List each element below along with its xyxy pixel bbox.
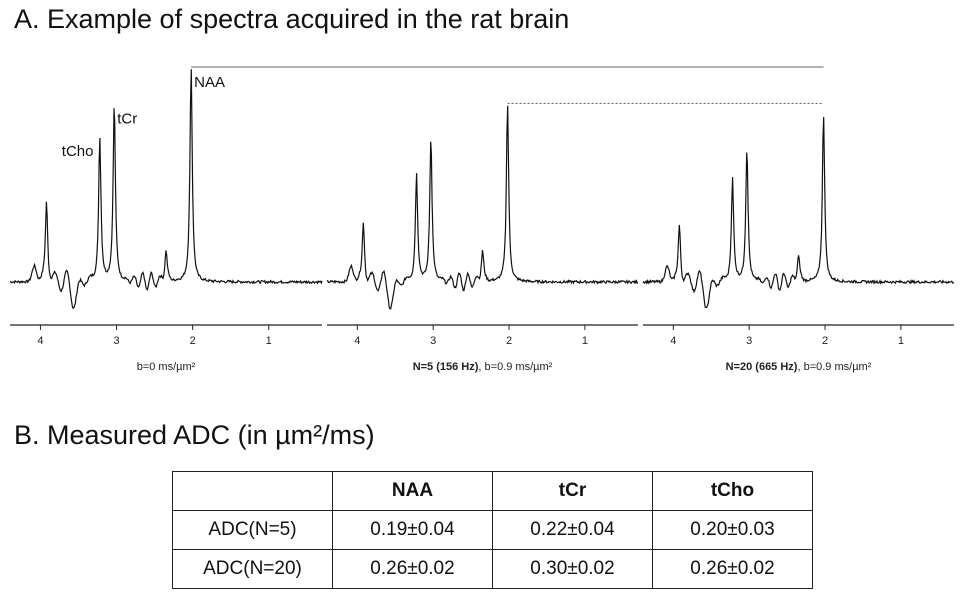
table-cell: 0.20±0.03 xyxy=(652,510,813,550)
spectra-chart: NAA tCr tCho 4 3 2 1 b=0 ms/µm² 4 3 2 1 N=5 (156 Hz)… xyxy=(9,66,955,373)
spectrum-line-panel-2 xyxy=(326,105,639,310)
table-header-row: NAA tCr tCho xyxy=(172,471,813,511)
x-tick-label: 4 xyxy=(354,335,360,347)
peak-label-tcho: tCho xyxy=(62,143,94,160)
peak-label-naa: NAA xyxy=(194,74,225,91)
panel-caption-bold: N=5 (156 Hz) xyxy=(413,361,479,373)
x-tick-label: 4 xyxy=(670,335,676,347)
panel-caption-3: N=20 (665 Hz), b=0.9 ms/µm² xyxy=(726,361,872,373)
x-tick-label: 3 xyxy=(430,335,436,347)
x-tick-label: 4 xyxy=(37,335,43,347)
peak-label-tcr: tCr xyxy=(117,111,137,128)
panel-caption-bold: N=20 (665 Hz) xyxy=(726,361,798,373)
x-tick-label: 2 xyxy=(822,335,828,347)
x-tick-label: 2 xyxy=(506,335,512,347)
x-tick-label: 2 xyxy=(190,335,196,347)
spectrum-line-panel-1 xyxy=(9,69,323,310)
table-row: ADC(N=20) 0.26±0.02 0.30±0.02 0.26±0.02 xyxy=(172,549,813,589)
spectrum-line-panel-3 xyxy=(642,116,955,309)
section-a-title: A. Example of spectra acquired in the ra… xyxy=(14,4,570,34)
table-cell: 0.26±0.02 xyxy=(652,549,813,589)
panel-caption-rest: , b=0.9 ms/µm² xyxy=(797,361,871,373)
table-header-cell: NAA xyxy=(332,471,493,511)
table-cell: 0.30±0.02 xyxy=(492,549,653,589)
x-tick-label: 1 xyxy=(266,335,272,347)
adc-table: NAA tCr tCho ADC(N=5) 0.19±0.04 0.22±0.0… xyxy=(172,471,813,589)
table-cell: 0.22±0.04 xyxy=(492,510,653,550)
table-cell: 0.19±0.04 xyxy=(332,510,493,550)
section-b-title: B. Measured ADC (in µm²/ms) xyxy=(14,420,375,450)
table-header-cell: tCho xyxy=(652,471,813,511)
table-header-cell: tCr xyxy=(492,471,653,511)
table-cell: ADC(N=5) xyxy=(172,510,333,550)
x-tick-label: 1 xyxy=(582,335,588,347)
panel-caption-rest: , b=0.9 ms/µm² xyxy=(478,361,552,373)
table-row: ADC(N=5) 0.19±0.04 0.22±0.04 0.20±0.03 xyxy=(172,510,813,550)
panel-caption-1: b=0 ms/µm² xyxy=(137,361,196,373)
panel-caption-2: N=5 (156 Hz), b=0.9 ms/µm² xyxy=(413,361,553,373)
table-header-cell xyxy=(172,471,333,511)
x-tick-label: 1 xyxy=(898,335,904,347)
x-tick-label: 3 xyxy=(746,335,752,347)
table-cell: ADC(N=20) xyxy=(172,549,333,589)
x-tick-label: 3 xyxy=(113,335,119,347)
table-cell: 0.26±0.02 xyxy=(332,549,493,589)
